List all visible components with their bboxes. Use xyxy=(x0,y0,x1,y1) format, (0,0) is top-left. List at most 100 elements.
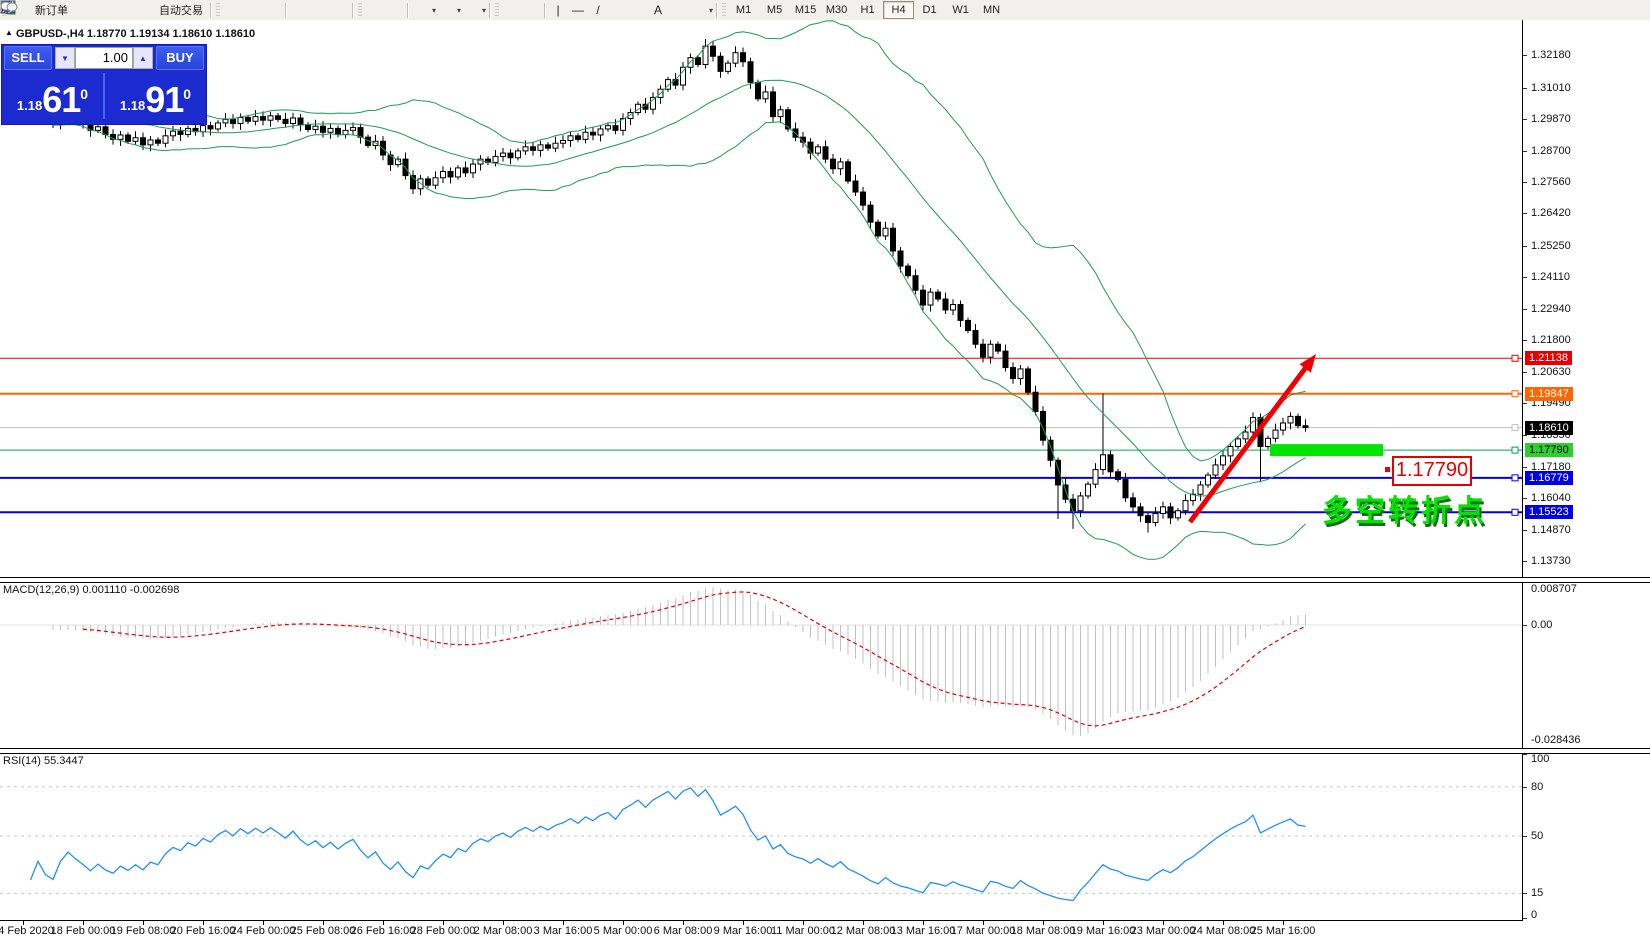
tab-timeframe-m30[interactable]: M30 xyxy=(825,4,848,16)
price-tick-label: 1.20630 xyxy=(1531,366,1571,379)
time-tick xyxy=(923,921,924,925)
volume-decrease-button[interactable]: ▼ xyxy=(55,47,75,69)
templates-dropdown[interactable]: ▾ xyxy=(482,5,487,15)
time-tick-label: 24 Feb 00:00 xyxy=(230,925,296,937)
line-chart-icon[interactable] xyxy=(0,1,282,19)
tab-timeframe-m15[interactable]: M15 xyxy=(794,4,817,16)
time-tick-label: 26 Feb 16:00 xyxy=(350,925,416,937)
time-tick xyxy=(563,921,564,925)
tile-windows-icon[interactable] xyxy=(0,0,349,19)
volume-input[interactable]: 1.00 xyxy=(75,47,133,69)
tab-timeframe-h1[interactable]: H1 xyxy=(860,4,875,16)
sell-button[interactable]: SELL xyxy=(4,46,52,70)
chat-icon[interactable] xyxy=(0,1,1644,19)
fibonacci-tool[interactable]: F xyxy=(1,1,648,19)
bar-chart-icon[interactable] xyxy=(1,1,242,19)
text-label-tool[interactable]: T xyxy=(0,1,688,19)
rsi-panel[interactable]: RSI(14) 55.3447 xyxy=(0,752,1650,920)
time-tick xyxy=(1283,921,1284,925)
auto-scroll-icon[interactable] xyxy=(1,1,384,19)
price-axis[interactable]: 1.32180 1.31010 1.29870 1.28700 1.27560 1.264… xyxy=(1522,20,1650,921)
text-tool[interactable]: A xyxy=(654,3,663,17)
macd-main-value: 0.001110 xyxy=(82,584,127,596)
arrows-tool[interactable] xyxy=(1,1,708,19)
price-chart-panel[interactable]: ▲ GBPUSD-,H4 1.18770 1.19134 1.18610 1.1… xyxy=(0,20,1650,577)
macd-tick xyxy=(1523,625,1527,626)
cursor-icon[interactable] xyxy=(2,1,521,19)
templates-icon[interactable] xyxy=(0,0,481,19)
timeframes-dropdown[interactable]: ▾ xyxy=(457,5,462,15)
indicators-dropdown[interactable]: ▾ xyxy=(432,5,437,15)
time-tick-label: 6 Mar 08:00 xyxy=(653,925,713,937)
chart-title: ▲ GBPUSD-,H4 1.18770 1.19134 1.18610 1.1… xyxy=(5,28,255,40)
volume-increase-button[interactable]: ▲ xyxy=(133,47,153,69)
arrows-dropdown[interactable]: ▾ xyxy=(709,5,714,15)
turning-point-annotation[interactable]: 多空转折点 xyxy=(1322,495,1487,528)
rsi-axis-label: 0 xyxy=(1531,909,1538,921)
rsi-canvas[interactable] xyxy=(0,752,1522,920)
rsi-tick xyxy=(1523,836,1527,837)
horizontal-line-tool[interactable]: — xyxy=(572,3,585,17)
price-tick xyxy=(1523,308,1527,310)
zoom-out-icon[interactable] xyxy=(1,1,329,19)
time-tick xyxy=(263,921,264,925)
panel-splitter[interactable] xyxy=(0,748,1650,754)
time-tick xyxy=(983,921,984,925)
tab-timeframe-mn[interactable]: MN xyxy=(983,4,1001,16)
autotrading-icon xyxy=(0,1,156,19)
price-level-label[interactable]: 1.17790 xyxy=(1385,456,1472,486)
rsi-axis-label: 80 xyxy=(1531,780,1544,793)
price-level-badge: 1.15523 xyxy=(1525,505,1573,520)
rsi-tick xyxy=(1523,893,1527,895)
chart-shift-icon[interactable] xyxy=(1,1,404,19)
autotrading-button[interactable]: 自动交易 xyxy=(0,1,207,19)
new-order-label: 新订单 xyxy=(35,5,68,17)
volume-stepper: ▼ 1.00 ▲ xyxy=(55,47,153,69)
time-tick-label: 18 Mar 08:00 xyxy=(1010,925,1076,937)
crosshair-icon[interactable] xyxy=(1,1,541,19)
timeframes-icon[interactable] xyxy=(1,1,456,19)
trendline-tool[interactable]: / xyxy=(596,3,600,17)
search-icon[interactable] xyxy=(1,1,1624,19)
macd-canvas[interactable] xyxy=(0,581,1522,748)
panel-splitter[interactable] xyxy=(0,577,1650,583)
time-tick xyxy=(1163,921,1164,925)
price-tick xyxy=(1523,372,1527,374)
tab-timeframe-d1[interactable]: D1 xyxy=(922,4,937,16)
price-tick-label: 1.14870 xyxy=(1531,524,1571,537)
tab-timeframe-m5[interactable]: M5 xyxy=(766,4,783,16)
buy-button[interactable]: BUY xyxy=(156,46,204,70)
macd-panel[interactable]: MACD(12,26,9) 0.001110 -0.002698 xyxy=(0,581,1650,748)
market-watch-icon[interactable] xyxy=(0,0,92,19)
price-tick-label: 1.16040 xyxy=(1531,492,1571,505)
sell-price[interactable]: 1.18 61 0 xyxy=(16,79,89,120)
tab-timeframe-h4[interactable]: H4 xyxy=(883,1,915,19)
tab-timeframe-w1[interactable]: W1 xyxy=(952,4,969,16)
one-click-trading-panel: SELL ▼ 1.00 ▲ BUY 1.18 61 0 1.18 91 0 xyxy=(1,44,207,125)
channel-tool[interactable]: E xyxy=(0,0,628,19)
macd-axis-label: 0.008707 xyxy=(1531,583,1577,595)
time-tick-label: 24 Mar 08:00 xyxy=(1190,925,1256,937)
signals-icon[interactable] xyxy=(1,1,132,19)
accounts-icon[interactable] xyxy=(0,1,112,19)
indicators-icon[interactable] xyxy=(0,1,431,19)
tab-timeframe-m1[interactable]: M1 xyxy=(735,4,752,16)
vertical-line-tool[interactable]: | xyxy=(556,3,560,17)
candlestick-chart-icon[interactable] xyxy=(1,1,262,19)
time-tick-label: 17 Mar 00:00 xyxy=(950,925,1016,937)
price-tick xyxy=(1523,87,1527,89)
buy-price[interactable]: 1.18 91 0 xyxy=(119,79,192,120)
time-tick-label: 3 Mar 16:00 xyxy=(533,925,593,937)
price-tick-label: 1.22940 xyxy=(1531,302,1571,315)
price-tick-label: 1.25250 xyxy=(1531,239,1571,252)
rsi-axis-label: 50 xyxy=(1531,830,1544,842)
price-chart-canvas[interactable] xyxy=(0,20,1522,577)
price-tick xyxy=(1523,498,1527,500)
price-tick-label: 1.13730 xyxy=(1531,555,1571,568)
price-level-badge: 1.21138 xyxy=(1525,351,1572,366)
time-tick xyxy=(623,921,624,925)
time-tick-label: 25 Mar 16:00 xyxy=(1250,925,1316,937)
zoom-in-icon[interactable] xyxy=(1,1,309,19)
